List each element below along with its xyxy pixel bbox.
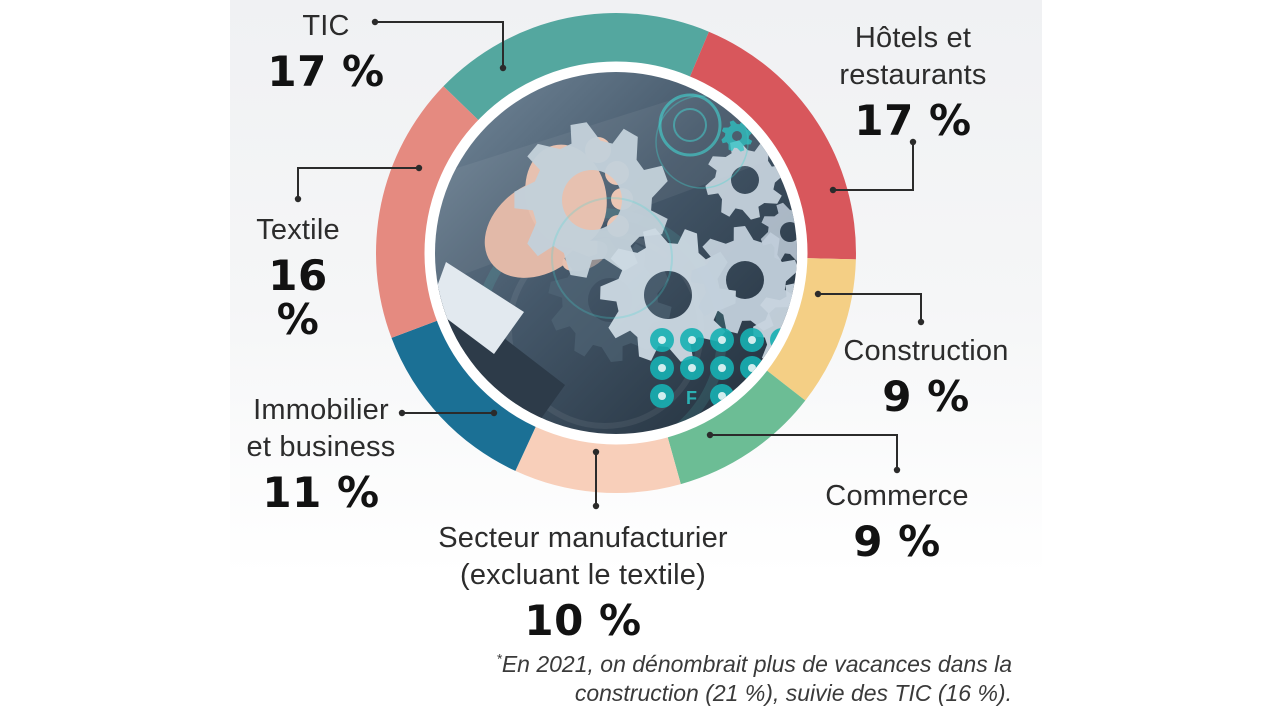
gear-icon: [721, 120, 753, 152]
segment-label-textile: Textile 16 %: [240, 212, 356, 342]
segment-name: Secteur manufacturier: [438, 522, 728, 554]
segment-percent: 10 %: [524, 596, 642, 646]
segment-percent: 16 %: [268, 251, 328, 345]
callout-tic: [374, 21, 504, 69]
footnote-line-1: *En 2021, on dénombrait plus de vacances…: [496, 650, 1012, 677]
inner-white-ring: [424, 61, 808, 445]
callout-hotels: [832, 141, 914, 191]
gear-shape: [705, 140, 785, 220]
donut-segment-immobilier: [391, 320, 537, 471]
segment-name: et business: [246, 431, 396, 464]
segment-label-hotels: Hôtels et restaurants 17 %: [833, 20, 993, 143]
callout-end-dots: [294, 18, 925, 510]
callout-lines: [294, 18, 925, 510]
footnote-line-2: construction (21 %), suivie des TIC (16 …: [574, 680, 1012, 707]
segment-percent: 17 %: [267, 47, 385, 97]
callout-textile: [297, 167, 420, 200]
segment-label-construction: Construction 9 %: [840, 333, 1012, 419]
segment-name: Construction: [843, 335, 1009, 367]
donut-segment-commerce: [667, 369, 806, 485]
segment-label-commerce: Commerce 9 %: [822, 478, 972, 564]
segment-label-immobilier: Immobilier et business 11 %: [245, 392, 397, 515]
segment-percent: 17 %: [854, 96, 972, 146]
segment-percent: 9 %: [853, 517, 941, 567]
svg-text:F: F: [686, 388, 697, 408]
segment-label-manufacturier: Secteur manufacturier (excluant le texti…: [433, 520, 733, 643]
footnote-asterisk: *: [496, 650, 502, 667]
gear-shape: [760, 202, 797, 262]
gear-shape: [600, 228, 736, 362]
segment-name: TIC: [302, 10, 350, 42]
callout-commerce: [709, 434, 898, 471]
segment-percent: 11 %: [262, 468, 380, 518]
segment-label-tic: TIC 17 %: [264, 8, 388, 94]
segment-percent: 9 %: [882, 372, 970, 422]
segment-name: Commerce: [825, 480, 969, 512]
segment-name: Hôtels et: [854, 22, 972, 54]
gear-shape: [514, 122, 668, 278]
footnote: *En 2021, on dénombrait plus de vacances…: [420, 650, 1012, 709]
callout-construction: [817, 293, 922, 323]
donut-segment-textile: [376, 86, 480, 338]
segment-name: restaurants: [839, 59, 987, 92]
segment-name: Immobilier: [253, 394, 389, 426]
segment-name: (excluant le textile): [460, 559, 706, 592]
segment-name: Textile: [256, 214, 340, 246]
